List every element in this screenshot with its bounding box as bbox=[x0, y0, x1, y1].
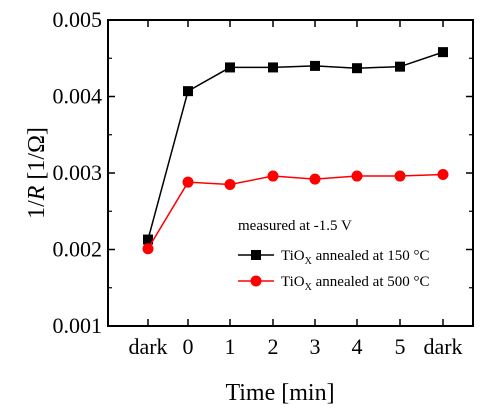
data-point-s1-3 bbox=[267, 170, 279, 182]
y-tick-label-1: 0.002 bbox=[53, 237, 103, 262]
data-point-s1-5 bbox=[351, 170, 363, 182]
x-tick-label-1: 0 bbox=[183, 334, 194, 359]
data-point-s0-3 bbox=[268, 62, 278, 73]
y-tick-label-0: 0.001 bbox=[53, 313, 103, 338]
x-axis-title: Time [min] bbox=[225, 380, 334, 406]
y-tick-label-3: 0.004 bbox=[53, 84, 103, 109]
legend-label-500: TiOX annealed at 500 °C bbox=[281, 274, 430, 293]
data-point-s1-0 bbox=[142, 243, 154, 255]
data-point-s0-5 bbox=[352, 63, 362, 74]
x-tick-label-0: dark bbox=[128, 334, 167, 359]
series-line-1 bbox=[147, 173, 444, 250]
x-tick-label-5: 4 bbox=[352, 334, 363, 359]
legend-entry-500: TiOX annealed at 500 °C bbox=[238, 274, 430, 293]
data-point-s1-6 bbox=[394, 170, 406, 182]
data-point-s0-4 bbox=[310, 60, 320, 71]
x-tick-label-7: dark bbox=[423, 334, 462, 359]
data-point-s1-1 bbox=[182, 176, 194, 188]
y-tick-label-2: 0.003 bbox=[53, 160, 103, 185]
legend-entry-150: TiOX annealed at 150 °C bbox=[238, 248, 430, 267]
data-point-s0-0 bbox=[143, 234, 153, 245]
legend-marker-500 bbox=[250, 275, 262, 287]
x-tick-label-3: 2 bbox=[268, 334, 279, 359]
legend-marker-150 bbox=[251, 250, 261, 260]
y-tick-label-4: 0.005 bbox=[53, 7, 103, 32]
data-point-s1-7 bbox=[437, 169, 449, 181]
data-point-s1-4 bbox=[309, 173, 321, 185]
legend: TiOX annealed at 150 °C TiOX annealed at… bbox=[238, 248, 430, 293]
data-point-s0-1 bbox=[183, 86, 193, 97]
x-tick-label-6: 5 bbox=[395, 334, 406, 359]
x-tick-label-2: 1 bbox=[225, 334, 236, 359]
data-point-s0-2 bbox=[225, 62, 235, 73]
series-line-0 bbox=[147, 51, 444, 240]
measurement-annotation: measured at -1.5 V bbox=[238, 218, 352, 234]
data-point-s0-7 bbox=[438, 47, 448, 58]
legend-label-150: TiOX annealed at 150 °C bbox=[281, 248, 430, 267]
y-axis-title: 1/R [1/Ω] bbox=[24, 127, 50, 219]
data-point-s1-2 bbox=[224, 178, 236, 190]
x-tick-label-4: 3 bbox=[310, 334, 321, 359]
data-point-s0-6 bbox=[395, 61, 405, 72]
